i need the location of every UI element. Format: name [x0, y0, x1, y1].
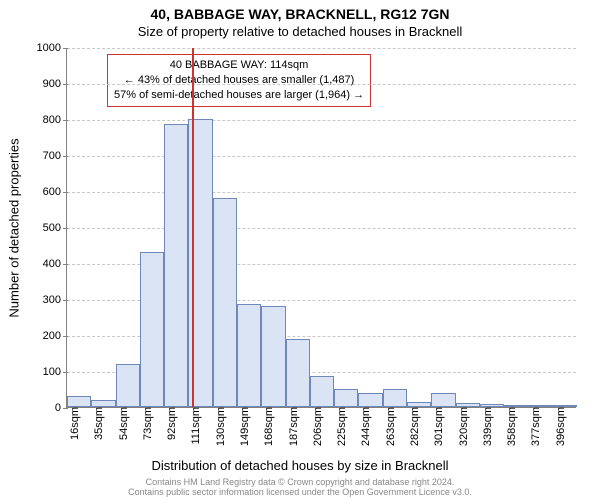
x-tick-label: 206sqm: [306, 407, 324, 446]
footer-line: Contains HM Land Registry data © Crown c…: [146, 477, 455, 487]
histogram-bar: [358, 393, 382, 407]
x-tick-label: 149sqm: [233, 407, 251, 446]
plot-area: 40 BABBAGE WAY: 114sqm ← 43% of detached…: [66, 48, 576, 408]
histogram-bar: [164, 124, 188, 407]
x-tick-label: 358sqm: [500, 407, 518, 446]
x-tick-label: 54sqm: [112, 407, 130, 440]
y-tick-label: 700: [43, 150, 67, 162]
histogram-bar: [237, 304, 261, 407]
histogram-bar: [286, 339, 310, 407]
y-axis-label: Number of detached properties: [7, 138, 22, 317]
histogram-bar: [261, 306, 285, 407]
x-tick-label: 282sqm: [403, 407, 421, 446]
histogram-bar: [431, 393, 455, 407]
chart-subtitle: Size of property relative to detached ho…: [0, 24, 600, 39]
histogram-bar: [383, 389, 407, 407]
x-tick-label: 35sqm: [87, 407, 105, 440]
y-tick-label: 500: [43, 222, 67, 234]
histogram-bar: [91, 400, 115, 407]
x-tick-label: 92sqm: [160, 407, 178, 440]
x-tick-label: 168sqm: [257, 407, 275, 446]
y-tick-label: 200: [43, 330, 67, 342]
y-tick-label: 400: [43, 258, 67, 270]
x-tick-label: 16sqm: [63, 407, 81, 440]
gridline: [67, 192, 576, 193]
footer-line: Contains public sector information licen…: [128, 487, 472, 497]
histogram-bar: [310, 376, 334, 407]
x-tick-label: 263sqm: [379, 407, 397, 446]
footer-text: Contains HM Land Registry data © Crown c…: [0, 478, 600, 498]
gridline: [67, 228, 576, 229]
x-tick-label: 244sqm: [354, 407, 372, 446]
histogram-bar: [140, 252, 164, 407]
x-tick-label: 130sqm: [209, 407, 227, 446]
x-tick-label: 187sqm: [282, 407, 300, 446]
y-tick-label: 1000: [37, 42, 67, 54]
x-tick-label: 301sqm: [427, 407, 445, 446]
y-tick-label: 100: [43, 366, 67, 378]
histogram-bar: [67, 396, 91, 407]
x-tick-label: 111sqm: [184, 407, 202, 445]
y-tick-label: 300: [43, 294, 67, 306]
x-tick-label: 396sqm: [549, 407, 567, 446]
x-tick-label: 73sqm: [136, 407, 154, 440]
y-tick-label: 600: [43, 186, 67, 198]
x-tick-label: 320sqm: [452, 407, 470, 446]
annotation-line: ← 43% of detached houses are smaller (1,…: [114, 73, 364, 88]
annotation-box: 40 BABBAGE WAY: 114sqm ← 43% of detached…: [107, 54, 371, 107]
x-tick-label: 225sqm: [330, 407, 348, 446]
x-axis-label: Distribution of detached houses by size …: [0, 458, 600, 473]
gridline: [67, 84, 576, 85]
gridline: [67, 48, 576, 49]
x-tick-label: 377sqm: [524, 407, 542, 446]
histogram-bar: [213, 198, 237, 407]
y-tick-label: 800: [43, 114, 67, 126]
y-tick-label: 900: [43, 78, 67, 90]
annotation-line: 40 BABBAGE WAY: 114sqm: [114, 58, 364, 73]
histogram-bar: [334, 389, 358, 407]
annotation-line: 57% of semi-detached houses are larger (…: [114, 88, 364, 103]
histogram-bar: [116, 364, 140, 407]
gridline: [67, 156, 576, 157]
chart-title: 40, BABBAGE WAY, BRACKNELL, RG12 7GN: [0, 6, 600, 22]
histogram-chart: 40, BABBAGE WAY, BRACKNELL, RG12 7GN Siz…: [0, 0, 600, 500]
reference-line: [192, 48, 194, 407]
gridline: [67, 120, 576, 121]
x-tick-label: 339sqm: [476, 407, 494, 446]
